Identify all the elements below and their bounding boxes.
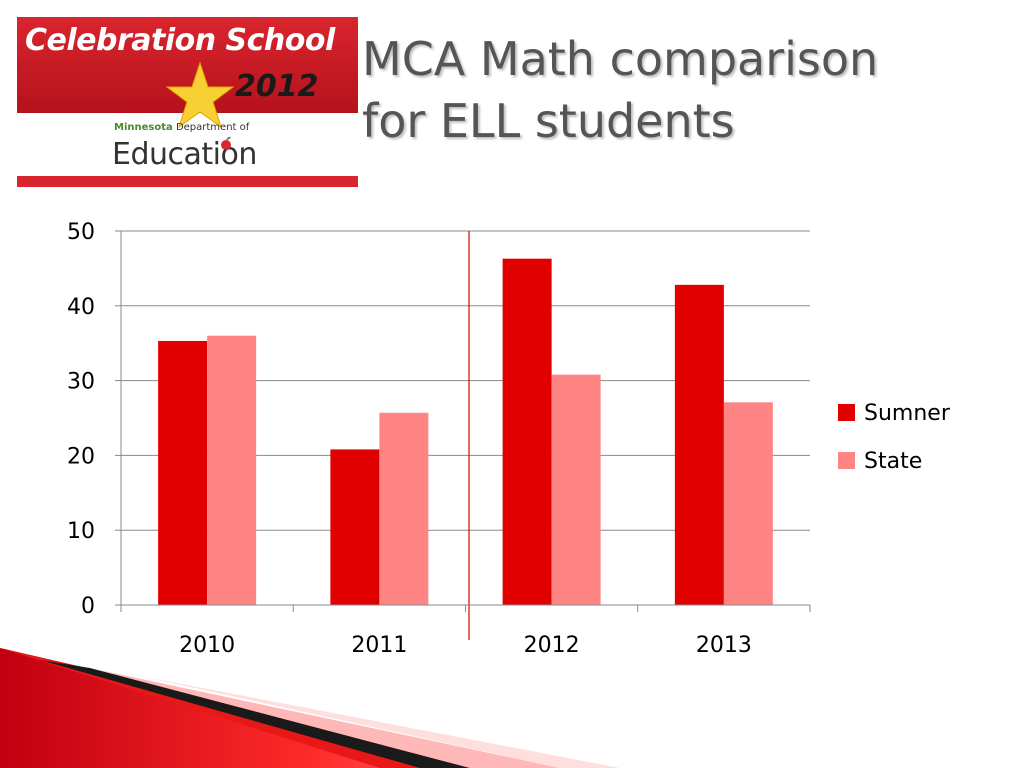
bar-state-2012 [551,374,601,605]
x-tick-label: 2010 [179,633,235,658]
logo-year-text: 2012 [235,69,319,104]
logo-education-text: Education [112,137,257,172]
legend-swatch-sumner [838,404,855,421]
bar-sumner-2011 [330,449,380,605]
celebration-school-logo: Celebration School 2012 Minnesota Depart… [17,17,358,187]
legend-swatch-state [838,452,855,469]
x-tick-label: 2011 [351,633,407,658]
star-icon [165,61,235,129]
y-tick-label: 40 [67,295,95,320]
bar-state-2013 [723,402,773,605]
axes: 0 10 20 30 40 50 2010 2011 2012 2013 [67,220,811,658]
slide-title-line-2: for ELL students [362,94,735,148]
logo-state-line: Minnesota Department of [114,122,249,133]
y-tick-label: 10 [67,519,95,544]
bar-sumner-2010 [158,340,208,605]
legend-label-state: State [864,449,922,474]
bar-state-2011 [379,412,429,605]
bar-state-2010 [207,335,257,605]
logo-school-text: Celebration School [25,23,335,58]
x-tick-label: 2013 [696,633,752,658]
bars [158,258,773,605]
bar-chart: 0 10 20 30 40 50 2010 2011 2012 2013 Sumner State [67,220,951,658]
legend: Sumner State [838,401,951,474]
apple-icon [221,136,231,150]
y-tick-label: 30 [67,370,95,395]
y-tick-label: 20 [67,444,95,469]
legend-label-sumner: Sumner [864,401,951,426]
bar-sumner-2013 [674,284,724,605]
slide-title: MCA Math comparison for ELL students [362,28,1002,152]
x-tick-label: 2012 [524,633,580,658]
y-tick-label: 0 [81,594,95,619]
logo-red-bar [17,176,358,187]
logo-state-text: Minnesota [114,122,173,133]
logo-dept-text: Department of [175,122,250,133]
y-tick-label: 50 [67,220,95,245]
bar-sumner-2012 [502,258,552,605]
slide-title-line-1: MCA Math comparison [362,32,879,86]
